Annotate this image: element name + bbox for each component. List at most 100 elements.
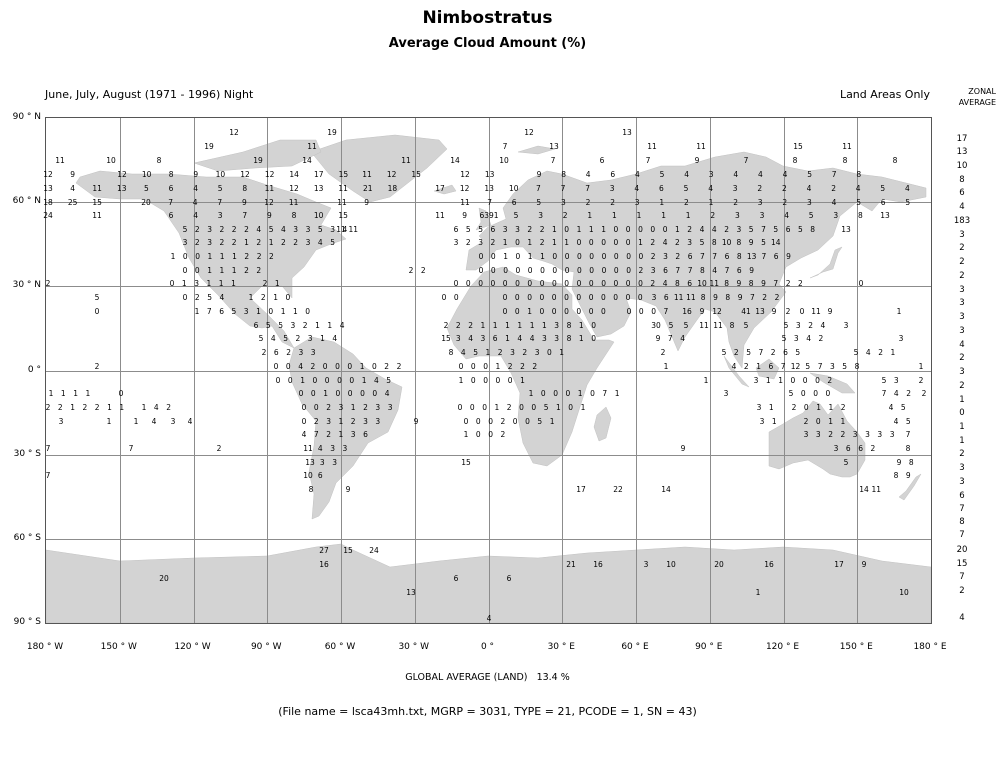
- cloud-amount-value: 2: [762, 293, 768, 302]
- cloud-amount-value: 0: [576, 238, 582, 247]
- cloud-amount-value: 2: [840, 430, 846, 439]
- cloud-amount-value: 0: [601, 252, 607, 261]
- cloud-amount-value: 5: [478, 225, 483, 234]
- cloud-amount-value: 2: [906, 389, 911, 398]
- cloud-amount-value: 0: [601, 307, 606, 316]
- cloud-amount-value: 9: [345, 485, 351, 494]
- cloud-amount-value: 0: [601, 293, 606, 302]
- cloud-amount-value: 1: [70, 403, 75, 412]
- cloud-amount-value: 0: [285, 293, 291, 302]
- cloud-amount-value: 0: [802, 376, 808, 385]
- cloud-amount-value: 2: [743, 362, 749, 371]
- cloud-amount-value: 9: [193, 170, 199, 179]
- cloud-amount-value: 3: [510, 348, 515, 357]
- cloud-amount-value: 6: [687, 279, 693, 288]
- cloud-amount-value: 2: [791, 403, 797, 412]
- cloud-amount-value: 11: [673, 293, 684, 302]
- cloud-amount-value: 1: [896, 307, 902, 316]
- cloud-amount-value: 0: [515, 266, 521, 275]
- cloud-amount-value: 0: [490, 252, 496, 261]
- cloud-amount-value: 2: [262, 279, 268, 288]
- cloud-amount-value: 0: [551, 293, 557, 302]
- cloud-amount-value: 3: [217, 211, 223, 220]
- landmass-svalbard: [517, 145, 556, 155]
- cloud-amount-value: 11: [348, 225, 359, 234]
- cloud-amount-value: 17: [435, 184, 445, 193]
- lon-tick-label: 120 ° W: [174, 642, 211, 652]
- cloud-amount-value: 3: [538, 211, 543, 220]
- cloud-amount-value: 9: [713, 293, 718, 302]
- cloud-amount-value: 1: [564, 238, 570, 247]
- cloud-amount-value: 0: [638, 252, 644, 261]
- zonal-average-value: 7: [959, 572, 965, 582]
- cloud-amount-value: 5: [856, 198, 861, 207]
- cloud-amount-value: 7: [758, 348, 764, 357]
- cloud-amount-value: 0: [576, 307, 582, 316]
- global-average-caption: GLOBAL AVERAGE (LAND) 13.4 %: [405, 672, 570, 683]
- cloud-amount-value: 11: [92, 211, 102, 220]
- cloud-amount-value: 0: [565, 389, 571, 398]
- cloud-amount-value: 3: [243, 307, 249, 316]
- cloud-amount-value: 12: [289, 184, 299, 193]
- cloud-amount-value: 7: [45, 471, 51, 480]
- cloud-amount-value: 17: [576, 485, 586, 494]
- cloud-amount-value: 1: [207, 252, 213, 261]
- cloud-amount-value: 3: [305, 238, 311, 247]
- cloud-amount-value: 4: [384, 389, 390, 398]
- cloud-amount-value: 0: [335, 389, 341, 398]
- cloud-amount-value: 3: [732, 184, 738, 193]
- cloud-amount-value: 5: [808, 211, 814, 220]
- cloud-amount-value: 0: [662, 225, 668, 234]
- cloud-amount-value: 5: [798, 225, 803, 234]
- cloud-amount-value: 1: [268, 238, 274, 247]
- cloud-amount-value: 1: [323, 389, 328, 398]
- cloud-amount-value: 0: [564, 252, 570, 261]
- cloud-amount-value: 13: [43, 184, 53, 193]
- cloud-amount-value: 4: [711, 225, 717, 234]
- cloud-amount-value: 15: [92, 198, 102, 207]
- cloud-amount-value: 3: [893, 376, 899, 385]
- cloud-amount-value: 14: [302, 156, 312, 165]
- cloud-amount-value: 3: [815, 430, 821, 439]
- cloud-amount-value: 0: [539, 293, 545, 302]
- cloud-amount-value: 7: [206, 307, 212, 316]
- cloud-amount-value: 5: [537, 417, 543, 426]
- cloud-amount-value: 9: [827, 307, 833, 316]
- cloud-amount-value: 8: [858, 211, 863, 220]
- cloud-amount-value: 2: [231, 225, 237, 234]
- cloud-amount-value: 2: [166, 403, 171, 412]
- cloud-amount-value: 1: [119, 403, 125, 412]
- cloud-amount-value: 1: [612, 211, 617, 220]
- cloud-amount-value: 1: [503, 252, 508, 261]
- cloud-amount-value: 2: [94, 403, 100, 412]
- cloud-amount-value: 0: [564, 266, 570, 275]
- cloud-amount-value: 7: [168, 198, 173, 207]
- cloud-amount-value: 3: [877, 430, 883, 439]
- cloud-amount-value: 12: [790, 362, 801, 371]
- cloud-amount-value: 9: [736, 279, 742, 288]
- cloud-amount-value: 0: [576, 293, 582, 302]
- cloud-amount-value: 16: [319, 560, 329, 569]
- cloud-amount-value: 4: [468, 334, 473, 343]
- cloud-amount-value: 1: [502, 238, 508, 247]
- zonal-average-value: 2: [959, 257, 965, 267]
- cloud-amount-value: 0: [625, 279, 631, 288]
- cloud-amount-value: 7: [675, 266, 681, 275]
- zonal-average-value: 3: [959, 367, 965, 377]
- cloud-amount-value: 0: [514, 307, 520, 316]
- cloud-amount-value: 0: [470, 376, 476, 385]
- cloud-amount-value: 0: [551, 307, 557, 316]
- cloud-amount-value: 2: [244, 266, 249, 275]
- cloud-amount-value: 1: [708, 198, 714, 207]
- cloud-amount-value: 0: [547, 348, 552, 357]
- cloud-amount-value: 0: [552, 266, 558, 275]
- cloud-amount-value: 1: [638, 238, 643, 247]
- cloud-amount-value: 1: [170, 252, 176, 261]
- cloud-amount-value: 7: [667, 334, 673, 343]
- cloud-amount-value: 2: [82, 403, 88, 412]
- cloud-amount-value: 11: [362, 170, 372, 179]
- cloud-amount-value: 9: [655, 334, 661, 343]
- cloud-amount-value: 1: [280, 307, 286, 316]
- cloud-amount-value: 0: [527, 266, 533, 275]
- cloud-amount-value: 5: [258, 334, 264, 343]
